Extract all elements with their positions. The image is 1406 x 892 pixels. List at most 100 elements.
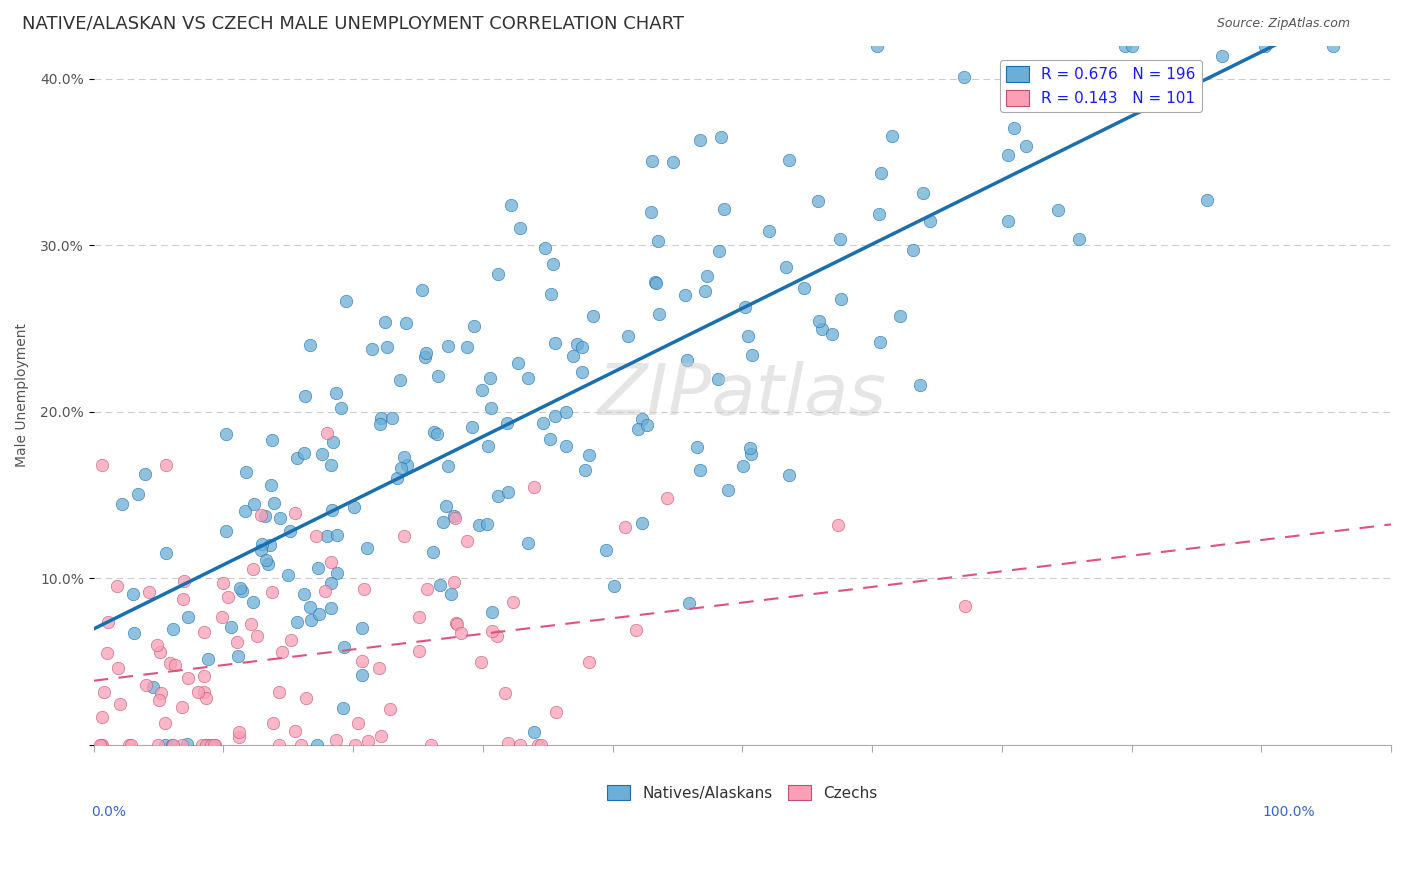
Point (419, 738, 441, 752)
Point (470, 656, 492, 670)
Point (443, 508, 465, 523)
Point (381, 411, 404, 425)
Point (901, 244, 924, 258)
Point (298, 338, 321, 352)
Point (285, 450, 308, 465)
Point (444, 616, 467, 631)
Point (90, 738, 112, 752)
Point (527, 738, 550, 752)
Point (271, 645, 294, 659)
Point (689, 133, 711, 147)
Point (543, 257, 565, 271)
Point (249, 543, 271, 558)
Text: NATIVE/ALASKAN VS CZECH MALE UNEMPLOYMENT CORRELATION CHART: NATIVE/ALASKAN VS CZECH MALE UNEMPLOYMEN… (22, 15, 685, 33)
Point (162, 738, 184, 752)
Text: ZIPatlas: ZIPatlas (598, 360, 887, 430)
Point (509, 221, 531, 235)
Point (233, 504, 256, 518)
Point (481, 605, 503, 619)
Point (242, 594, 264, 608)
Point (299, 613, 322, 627)
Point (644, 275, 666, 289)
Point (395, 316, 418, 330)
Point (1195, 194, 1218, 208)
Point (148, 693, 170, 707)
Point (516, 371, 538, 385)
Point (335, 293, 357, 308)
Point (617, 328, 640, 343)
Point (496, 484, 519, 499)
Point (582, 309, 605, 323)
Point (830, 292, 852, 306)
Point (571, 365, 593, 379)
Point (97, 615, 120, 630)
Point (423, 425, 446, 439)
Point (502, 595, 524, 609)
Point (534, 241, 557, 255)
Point (644, 276, 666, 290)
Point (689, 463, 711, 477)
Point (1254, 38, 1277, 53)
Point (316, 426, 339, 441)
Point (353, 582, 375, 597)
Point (953, 599, 976, 613)
Point (235, 465, 257, 479)
Point (389, 460, 412, 475)
Point (228, 725, 250, 739)
Point (250, 508, 273, 522)
Point (811, 322, 834, 336)
Point (277, 568, 299, 582)
Point (544, 409, 567, 423)
Point (1028, 79, 1050, 94)
Point (868, 207, 890, 221)
Point (918, 214, 941, 228)
Point (889, 309, 911, 323)
Point (243, 497, 266, 511)
Point (242, 562, 264, 576)
Point (869, 335, 891, 350)
Point (108, 697, 131, 711)
Point (187, 684, 209, 698)
Point (741, 348, 763, 362)
Point (496, 736, 519, 750)
Point (110, 497, 132, 511)
Point (225, 635, 247, 649)
Point (662, 154, 685, 169)
Point (346, 715, 368, 730)
Point (731, 459, 754, 474)
Point (305, 529, 328, 543)
Point (146, 738, 169, 752)
Point (567, 337, 589, 351)
Point (193, 669, 215, 683)
Point (118, 738, 141, 752)
Point (912, 186, 935, 200)
Point (159, 657, 181, 671)
Point (908, 377, 931, 392)
Point (481, 624, 503, 638)
Point (193, 684, 215, 698)
Point (707, 244, 730, 258)
Point (263, 496, 285, 510)
Point (627, 422, 650, 436)
Point (1046, 202, 1069, 217)
Point (370, 410, 392, 425)
Point (415, 346, 437, 360)
Point (630, 412, 652, 426)
Point (269, 738, 291, 752)
Point (640, 154, 662, 169)
Point (177, 610, 200, 624)
Point (614, 520, 637, 534)
Text: 100.0%: 100.0% (1263, 805, 1315, 819)
Point (1002, 121, 1025, 136)
Point (177, 671, 200, 685)
Point (775, 260, 797, 275)
Point (170, 700, 193, 714)
Point (107, 661, 129, 675)
Point (259, 538, 281, 552)
Point (998, 98, 1021, 112)
Point (485, 629, 508, 643)
Point (352, 668, 374, 682)
Point (162, 623, 184, 637)
Point (717, 483, 740, 498)
Point (523, 480, 546, 494)
